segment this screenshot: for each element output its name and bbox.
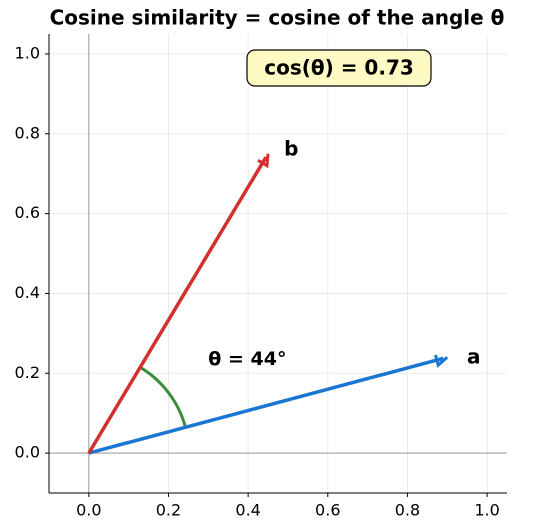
angle-label: θ = 44°: [208, 348, 286, 370]
annotation-box: [246, 49, 432, 87]
chart-title: Cosine similarity = cosine of the angle …: [50, 6, 505, 30]
y-tick-label: 0.4: [15, 283, 40, 302]
y-tick-label: 0.2: [15, 363, 40, 382]
vector-arrow: [88, 356, 444, 455]
x-tick-label: 0.2: [156, 501, 181, 520]
arrow-head: [434, 354, 449, 368]
y-tick-label: 1.0: [15, 43, 40, 62]
annotation-text: cos(θ) = 0.73: [264, 56, 414, 80]
y-tick-label: 0.8: [15, 123, 40, 142]
angle-arc: [139, 366, 187, 428]
vector-label: b: [284, 136, 298, 160]
annotation: cos(θ) = 0.73: [246, 49, 432, 87]
vector-arrow: [87, 156, 268, 454]
x-tick-label: 0.6: [315, 501, 340, 520]
x-tick-label: 0.4: [235, 501, 260, 520]
y-tick-label: 0.0: [15, 443, 40, 462]
x-tick-label: 1.0: [474, 501, 499, 520]
x-tick-label: 0.8: [395, 501, 420, 520]
x-tick-label: 0.0: [76, 501, 101, 520]
arrow-head: [257, 153, 270, 169]
vector-label: a: [467, 345, 481, 369]
y-tick-label: 0.6: [15, 203, 40, 222]
